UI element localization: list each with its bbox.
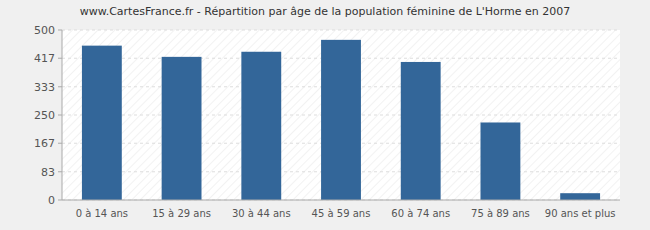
x-tick-label: 45 à 59 ans bbox=[312, 208, 371, 219]
y-tick bbox=[58, 143, 62, 144]
x-tick-label: 0 à 14 ans bbox=[76, 208, 128, 219]
bar bbox=[241, 52, 281, 200]
y-tick-label: 0 bbox=[48, 194, 55, 207]
y-tick bbox=[58, 115, 62, 116]
x-axis bbox=[62, 200, 620, 201]
y-tick bbox=[58, 86, 62, 87]
background bbox=[0, 0, 650, 230]
bar bbox=[82, 46, 122, 200]
grid-line bbox=[62, 30, 620, 31]
plot-area bbox=[62, 30, 620, 200]
bar bbox=[481, 122, 521, 200]
x-tick-label: 15 à 29 ans bbox=[152, 208, 211, 219]
bar bbox=[321, 40, 361, 200]
x-tick-label: 90 ans et plus bbox=[545, 208, 616, 219]
y-tick bbox=[58, 30, 62, 31]
y-tick-label: 250 bbox=[34, 109, 55, 122]
y-tick-label: 83 bbox=[41, 166, 55, 179]
y-axis bbox=[62, 30, 63, 200]
bar bbox=[401, 62, 441, 200]
y-tick-label: 500 bbox=[34, 24, 55, 37]
chart-container: www.CartesFrance.fr - Répartition par âg… bbox=[0, 0, 650, 230]
title: www.CartesFrance.fr - Répartition par âg… bbox=[80, 5, 571, 18]
bar bbox=[560, 193, 600, 200]
bars bbox=[82, 40, 600, 200]
x-tick-label: 30 à 44 ans bbox=[232, 208, 291, 219]
y-tick bbox=[58, 200, 62, 201]
chart-svg: www.CartesFrance.fr - Répartition par âg… bbox=[0, 0, 650, 230]
y-tick-label: 167 bbox=[34, 137, 55, 150]
grid-line bbox=[62, 200, 620, 201]
x-tick-label: 60 à 74 ans bbox=[391, 208, 450, 219]
bar bbox=[162, 57, 202, 200]
y-tick-label: 333 bbox=[34, 81, 55, 94]
y-tick bbox=[58, 58, 62, 59]
y-tick-label: 417 bbox=[34, 52, 55, 65]
x-tick-label: 75 à 89 ans bbox=[471, 208, 530, 219]
y-tick bbox=[58, 171, 62, 172]
